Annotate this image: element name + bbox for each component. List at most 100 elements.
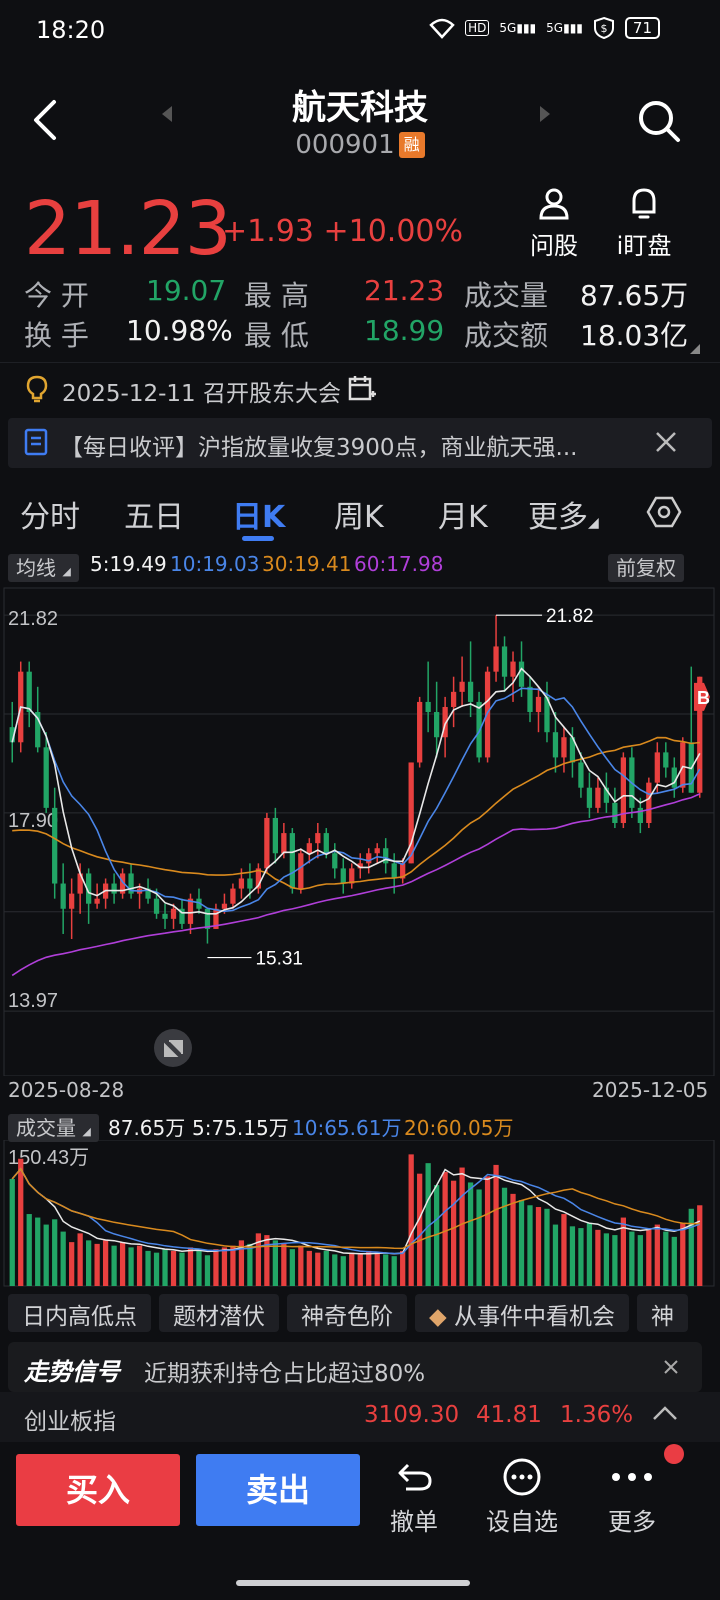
kline-chart[interactable]: 21.82 17.90 13.97 21.82 15.31 B (0, 586, 720, 1076)
volume-bar (535, 1207, 542, 1286)
settings-hexagon-icon[interactable] (646, 494, 682, 530)
tab-intraday[interactable]: 分时 (20, 500, 80, 535)
back-button[interactable] (30, 98, 58, 152)
volume-bar (552, 1224, 559, 1286)
volume-bar (425, 1163, 431, 1286)
tab-monthly-k[interactable]: 月K (438, 500, 488, 535)
wifi-icon (429, 18, 455, 39)
volume-bar (111, 1245, 117, 1286)
candle-body (77, 873, 83, 894)
candle-body (595, 787, 601, 808)
volume-bar (128, 1247, 134, 1286)
index-pct: 1.36% (560, 1402, 634, 1428)
candle-body (264, 817, 270, 869)
volume-bar (204, 1255, 211, 1286)
candle-body (552, 732, 559, 758)
pill-event-opportunity[interactable]: ◆ 从事件中看机会 (415, 1294, 630, 1332)
candle-body (35, 712, 41, 748)
tab-daily-k[interactable]: 日K (232, 500, 286, 535)
volume-bar (450, 1180, 457, 1286)
close-icon[interactable] (654, 430, 678, 454)
ma-selector[interactable]: 均线 ◢ (8, 552, 79, 582)
more-label: 更多 (608, 1508, 656, 1536)
candle-body (366, 853, 372, 864)
news-banner[interactable] (8, 418, 712, 468)
volume-bar (35, 1217, 41, 1286)
pill-theme-ambush[interactable]: 题材潜伏 (159, 1294, 279, 1332)
volume-bar (493, 1164, 499, 1286)
volume-bar (264, 1235, 270, 1286)
tab-weekly-k[interactable]: 周K (334, 500, 384, 535)
add-watchlist-button[interactable]: 设自选 (482, 1452, 562, 1537)
candle-body (204, 908, 211, 929)
index-bar[interactable] (0, 1392, 720, 1442)
candle-body (434, 712, 440, 738)
volume-chart[interactable]: 150.43万 (0, 1140, 720, 1288)
pill-more[interactable]: 神 (637, 1294, 689, 1332)
tab-more[interactable]: 更多◢ (528, 500, 599, 535)
more-button[interactable]: 更多 (592, 1452, 672, 1537)
expand-corner-icon[interactable] (690, 344, 700, 354)
volume-bar (349, 1252, 355, 1286)
search-button[interactable] (636, 98, 682, 144)
candle-body (654, 752, 660, 783)
volume-bar (86, 1240, 92, 1286)
volume-bar (187, 1247, 194, 1286)
volume-ma5-line (11, 1167, 701, 1255)
news-text: 【每日收评】沪指放量收复3900点，商业航天强... (60, 435, 578, 461)
volume-y-tick: 150.43万 (8, 1147, 89, 1169)
volume-bar (586, 1222, 593, 1286)
volume-bar (340, 1256, 346, 1286)
buy-button[interactable]: 买入 (16, 1454, 180, 1526)
volume-bar (578, 1228, 584, 1286)
volume-bar (298, 1245, 304, 1286)
volume-bar (60, 1231, 66, 1286)
candle-body (298, 853, 304, 889)
cancel-order-label: 撤单 (390, 1508, 438, 1536)
adjust-selector[interactable]: 前复权 (608, 552, 684, 582)
pencil-icon (164, 1040, 183, 1057)
active-tab-indicator (242, 536, 274, 541)
hd-icon: HD (465, 20, 490, 36)
close-icon[interactable] (664, 1360, 678, 1374)
candle-body (578, 762, 584, 788)
event-text: 2025-12-11 召开股东大会 (62, 381, 341, 407)
price-change: +1.93 +10.00% (222, 214, 464, 249)
pill-intraday-high-low[interactable]: 日内高低点 (8, 1294, 151, 1332)
home-indicator[interactable] (236, 1580, 470, 1586)
volume-bar (43, 1224, 49, 1286)
watch-button[interactable]: i盯盘 (604, 186, 684, 261)
tab-five-day[interactable]: 五日 (124, 500, 184, 535)
pill-magic-color[interactable]: 神奇色阶 (287, 1294, 407, 1332)
candle-body (289, 833, 295, 889)
volume-bar (213, 1249, 219, 1286)
cancel-order-button[interactable]: 撤单 (374, 1452, 454, 1537)
candle-body (450, 691, 457, 707)
sell-button[interactable]: 卖出 (196, 1454, 360, 1526)
calendar-add-icon[interactable] (348, 374, 376, 402)
divider (0, 362, 720, 363)
trend-signal-banner[interactable] (8, 1342, 702, 1392)
volume-bar (102, 1240, 109, 1286)
signal-icon-2: 5G▮▮▮ (546, 21, 583, 35)
notification-dot (664, 1444, 684, 1464)
ma60-line (11, 793, 701, 977)
volume-selector[interactable]: 成交量 ◢ (8, 1112, 99, 1142)
candle-body (663, 752, 669, 768)
candle-body (94, 898, 100, 904)
next-stock-button[interactable] (540, 106, 550, 122)
chevron-left-icon (34, 100, 56, 140)
drawing-tool-button[interactable] (154, 1029, 192, 1067)
margin-badge: 融 (398, 132, 425, 158)
candle-body (603, 787, 610, 803)
shield-dollar-icon: $ (593, 16, 614, 40)
volume-bar (26, 1214, 32, 1286)
candle-body (425, 701, 431, 713)
more-circle-icon (482, 1452, 562, 1502)
prev-stock-button[interactable] (162, 106, 172, 122)
ask-stock-button[interactable]: 问股 (514, 186, 594, 261)
volume-bar (484, 1176, 491, 1286)
volume-bar (332, 1254, 338, 1286)
volume-bar (391, 1256, 397, 1286)
chevron-up-icon[interactable] (652, 1404, 678, 1422)
